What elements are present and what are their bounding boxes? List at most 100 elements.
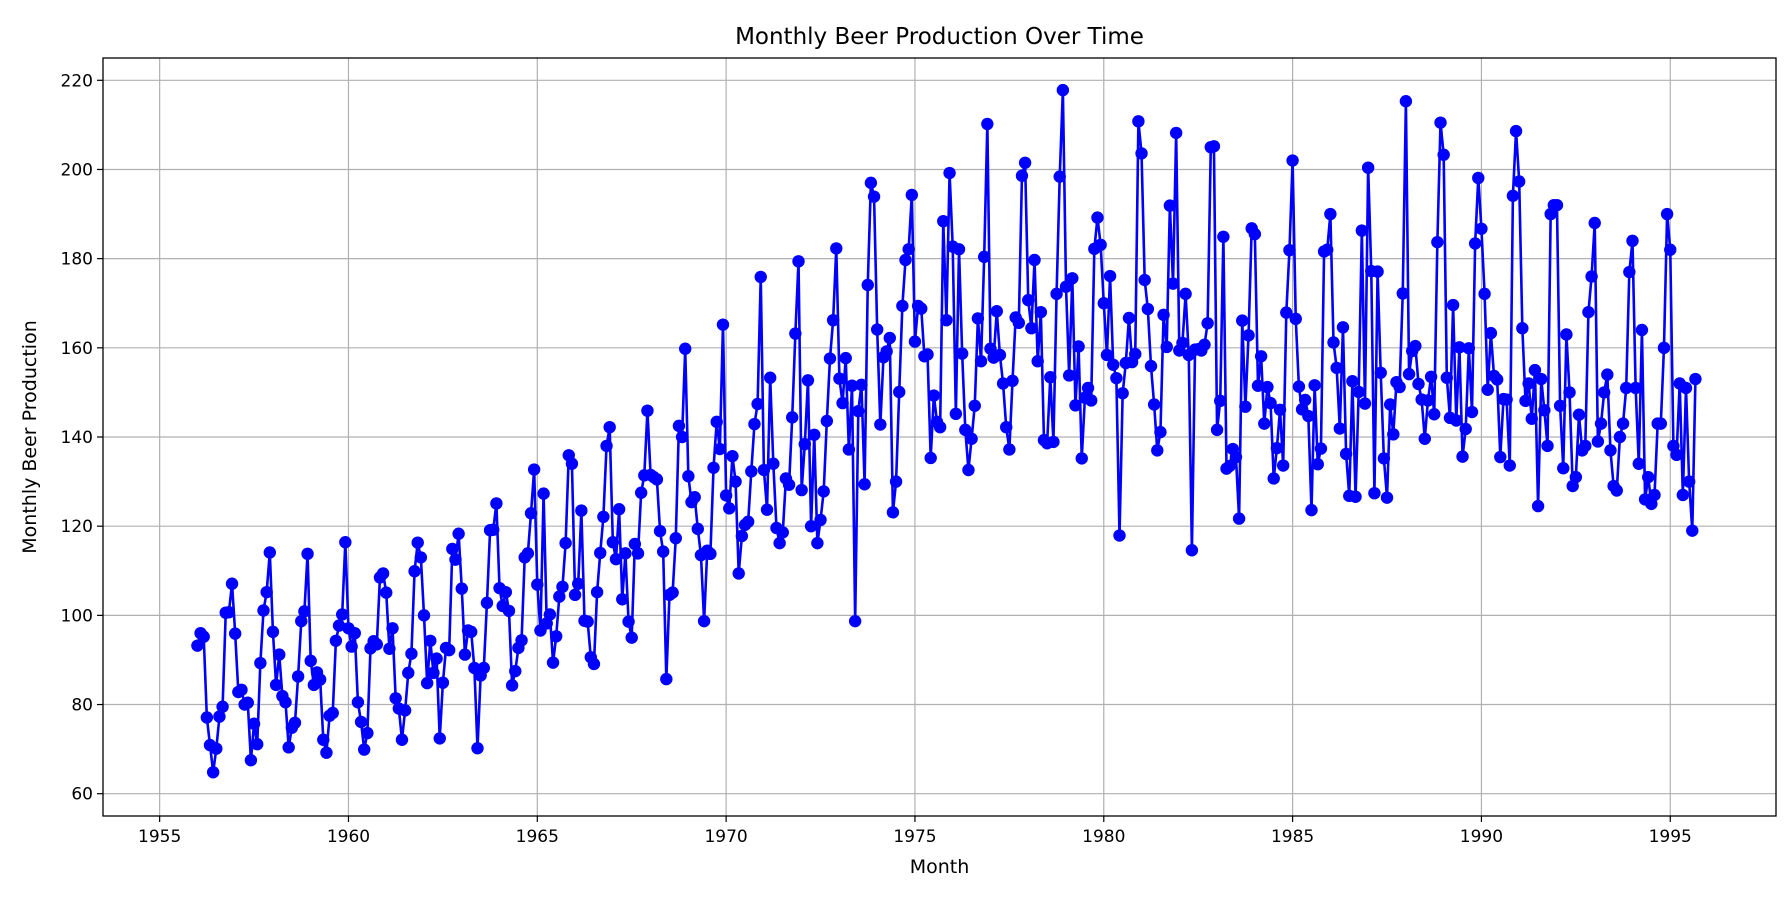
data-point — [1484, 326, 1498, 340]
data-point — [792, 255, 805, 268]
data-point — [1355, 224, 1369, 237]
data-point — [1431, 235, 1444, 249]
data-point — [719, 489, 733, 502]
data-point — [1059, 280, 1073, 293]
data-point — [1276, 459, 1290, 472]
data-point — [641, 404, 654, 417]
data-point — [266, 625, 280, 639]
data-point — [616, 593, 629, 606]
data-point — [524, 507, 538, 520]
data-point — [603, 420, 616, 434]
data-point — [870, 323, 884, 336]
data-point — [527, 463, 541, 476]
data-point — [1428, 408, 1441, 421]
data-point — [1062, 369, 1076, 382]
data-point — [1660, 207, 1674, 221]
data-point — [1418, 432, 1431, 445]
data-point — [354, 715, 368, 729]
data-point — [1273, 403, 1287, 416]
data-point — [1490, 373, 1504, 386]
data-point — [713, 442, 727, 456]
data-point — [241, 696, 254, 709]
y-tick-label: 220 — [61, 71, 93, 91]
data-point — [839, 351, 852, 365]
x-axis-title: Month — [910, 856, 970, 878]
data-point — [298, 605, 311, 618]
data-point — [521, 547, 535, 560]
data-point — [556, 580, 569, 594]
data-point — [1686, 524, 1699, 537]
data-point — [430, 652, 443, 665]
data-point — [590, 585, 604, 599]
data-point — [675, 430, 689, 444]
data-point — [398, 704, 412, 717]
data-point — [200, 711, 214, 724]
data-point — [959, 423, 972, 437]
data-series — [191, 83, 1702, 779]
data-point — [833, 372, 846, 385]
axis-ticks: 1955 1960 1965 1970 1975 1980 1985 1990 1995 60 80… — [61, 71, 1692, 847]
data-point — [852, 404, 865, 418]
y-tick-label: 200 — [61, 160, 93, 180]
data-point — [273, 648, 286, 661]
data-point — [1302, 409, 1315, 423]
data-point — [1648, 488, 1661, 502]
data-point — [1579, 439, 1592, 453]
data-point — [1258, 417, 1271, 430]
data-point — [1629, 381, 1642, 395]
data-point — [537, 487, 550, 500]
data-point — [288, 716, 302, 730]
data-point — [937, 214, 950, 228]
data-point — [1346, 375, 1359, 388]
data-point — [1519, 394, 1532, 408]
y-tick-label: 100 — [61, 606, 93, 626]
data-point — [597, 510, 610, 524]
data-point — [1553, 399, 1567, 412]
data-point — [1012, 316, 1026, 330]
data-point — [317, 733, 330, 746]
data-point — [1198, 338, 1211, 351]
data-point — [228, 627, 242, 640]
data-point — [786, 411, 799, 424]
data-point — [1657, 341, 1671, 355]
data-point — [801, 374, 815, 387]
data-point — [874, 418, 887, 431]
data-point — [1084, 394, 1098, 407]
y-tick-label: 180 — [61, 250, 93, 270]
data-point — [669, 532, 682, 545]
data-point — [436, 676, 450, 689]
data-point — [820, 414, 834, 428]
data-point — [1538, 404, 1551, 417]
data-point — [612, 503, 626, 516]
data-point — [927, 389, 941, 402]
data-point — [751, 397, 764, 411]
data-point — [823, 352, 837, 365]
data-point — [1506, 189, 1520, 202]
data-point — [594, 546, 607, 560]
data-point — [587, 657, 601, 671]
data-point — [361, 726, 374, 740]
data-point — [1292, 380, 1306, 393]
data-point — [1336, 321, 1350, 334]
data-point — [1103, 269, 1117, 283]
data-point — [1424, 370, 1438, 384]
data-point — [908, 335, 922, 348]
data-point — [1261, 380, 1274, 394]
data-point — [1034, 305, 1048, 319]
data-point — [247, 717, 261, 730]
data-point — [993, 348, 1007, 362]
data-point — [1254, 350, 1268, 363]
data-point — [260, 585, 273, 599]
data-point — [1053, 170, 1066, 183]
data-point — [1572, 408, 1586, 421]
data-point — [625, 631, 638, 644]
data-point — [1283, 243, 1296, 257]
data-point — [1330, 361, 1343, 375]
data-point — [1217, 230, 1230, 243]
data-point — [902, 243, 915, 256]
data-point — [836, 396, 849, 410]
data-point — [568, 588, 582, 602]
data-point — [858, 478, 871, 491]
data-point — [861, 278, 874, 292]
